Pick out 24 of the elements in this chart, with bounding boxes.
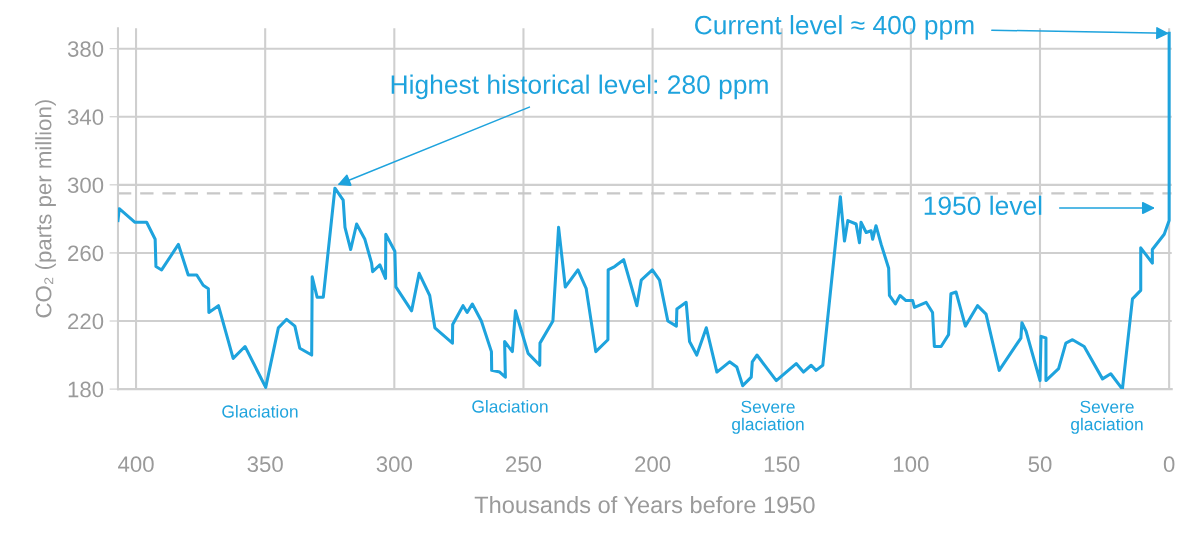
x-tick-label: 250 [506, 456, 542, 473]
text: Glaciation [222, 404, 298, 418]
y-tick-label: 340 [67, 109, 104, 126]
x-tick-label: 50 [1028, 456, 1052, 473]
x-tick-label: 400 [118, 456, 154, 473]
x-tick-label: 100 [894, 456, 929, 473]
y-tick-label: 380 [67, 41, 104, 57]
y-tick-label: 220 [68, 313, 104, 330]
x-tick-label: 0 [1163, 456, 1175, 473]
text: Severe glaciation [732, 400, 804, 434]
y-tick-label: 300 [67, 177, 104, 194]
annotation: 1950 level [924, 195, 1042, 216]
annotation: Current level ≈ 400 ppm [695, 15, 974, 40]
text: Glaciation [472, 399, 548, 413]
x-axis-title: Thousands of Years before 1950 [474, 495, 815, 514]
annotation: Highest historical level: 280 ppm [391, 74, 768, 100]
text: Severe glaciation [1071, 400, 1143, 434]
x-tick-label: 350 [247, 456, 283, 473]
y-axis-title: CO₂ (parts per million) [35, 100, 56, 318]
x-tick-label: 200 [635, 456, 671, 473]
y-tick-label: 260 [68, 245, 104, 262]
y-tick-label: 180 [68, 381, 104, 398]
x-tick-label: 150 [764, 456, 800, 473]
x-tick-label: 300 [376, 456, 412, 473]
